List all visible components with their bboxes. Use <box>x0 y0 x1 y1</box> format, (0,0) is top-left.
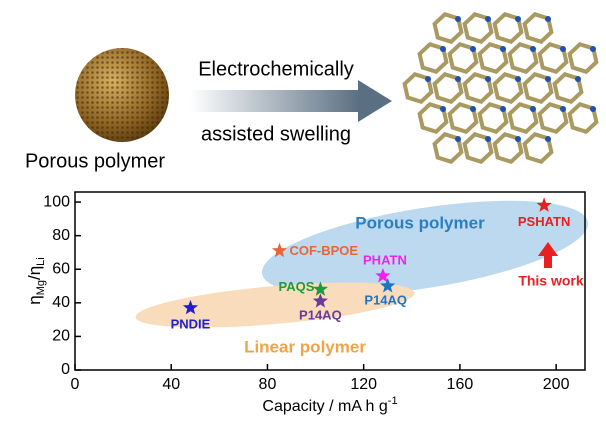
arrow-bottom-label: assisted swelling <box>201 123 351 145</box>
y-axis-label-part: Li <box>35 257 47 266</box>
annotation: Linear polymer <box>244 337 366 356</box>
y-axis-label-part: Mg <box>35 280 47 295</box>
network-atom <box>530 106 536 112</box>
x-tick-label: 40 <box>162 376 180 393</box>
network-atom <box>575 76 581 82</box>
network-atom <box>560 106 566 112</box>
network-atom <box>545 76 551 82</box>
network-atom <box>590 46 596 52</box>
y-axis-label-part: η <box>25 295 44 304</box>
network-atom <box>455 136 461 142</box>
network-atom <box>485 76 491 82</box>
y-tick-label: 80 <box>52 227 70 244</box>
annotation: Porous polymer <box>355 213 485 232</box>
point-label: PAQS <box>278 279 314 294</box>
network-atom <box>485 16 491 22</box>
network-atom <box>440 106 446 112</box>
network-atom <box>425 76 431 82</box>
x-tick-label: 200 <box>543 376 570 393</box>
data-point <box>380 278 396 293</box>
point-label: PSHATN <box>518 214 570 229</box>
x-tick-label: 0 <box>71 376 80 393</box>
data-point <box>182 299 199 315</box>
arrow-top-label: Electrochemically <box>198 58 354 80</box>
y-tick-label: 0 <box>61 361 70 378</box>
point-label: P14AQ <box>299 308 342 323</box>
network-atom <box>590 106 596 112</box>
data-point <box>271 242 288 258</box>
chart: 0 40 80 120 160 200 0 20 40 60 80 100 Capacity / mA … <box>25 191 589 415</box>
x-axis-label-main: Capacity / mA h g <box>262 398 387 415</box>
x-tick-label: 160 <box>447 376 474 393</box>
porous-region <box>261 200 589 296</box>
x-axis-label-sup: -1 <box>388 395 398 407</box>
network-atom <box>455 76 461 82</box>
plot-frame <box>74 191 586 371</box>
data-point <box>536 197 552 212</box>
point-label: P14AQ <box>364 292 407 307</box>
y-tick-label: 40 <box>52 294 70 311</box>
network-atom <box>515 16 521 22</box>
network-atom <box>545 16 551 22</box>
y-axis-label: ηMg/ηLi <box>25 257 46 305</box>
x-tick-label: 120 <box>350 376 377 393</box>
data-point <box>312 281 328 296</box>
network-atom <box>515 76 521 82</box>
network-atom <box>455 16 461 22</box>
x-axis-label: Capacity / mA h g-1 <box>262 395 397 415</box>
y-axis-label-part: /η <box>25 266 44 280</box>
point-label: PHATN <box>363 252 407 267</box>
swelling-arrow <box>190 80 392 122</box>
linear-region <box>135 282 415 328</box>
annotation: This work <box>518 273 584 289</box>
point-label: PNDIE <box>171 316 211 331</box>
y-tick-label: 100 <box>43 193 70 210</box>
network-atom <box>485 136 491 142</box>
x-tick-label: 80 <box>259 376 277 393</box>
data-point <box>375 268 391 283</box>
network-atom <box>545 136 551 142</box>
network-atom <box>470 46 476 52</box>
this-work-arrow <box>538 242 558 268</box>
network-atom <box>500 46 506 52</box>
network-atom <box>515 136 521 142</box>
network-atom <box>560 46 566 52</box>
point-label: COF-BPOE <box>289 243 358 258</box>
porous-sphere <box>75 48 169 142</box>
network-atom <box>440 46 446 52</box>
swollen-network <box>402 12 599 164</box>
network-atom <box>530 46 536 52</box>
network-atom <box>500 106 506 112</box>
data-point <box>312 293 328 308</box>
sphere-label: Porous polymer <box>25 150 165 172</box>
y-tick-label: 60 <box>52 260 70 277</box>
network-atom <box>470 106 476 112</box>
y-tick-label: 20 <box>52 328 70 345</box>
